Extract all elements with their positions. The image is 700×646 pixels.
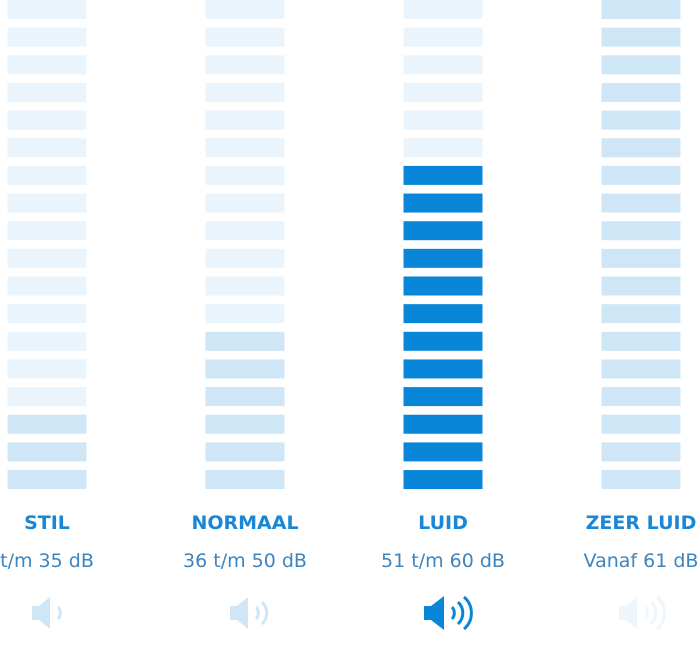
meter-bar — [403, 55, 483, 75]
meter-bar — [205, 331, 285, 351]
meter-bar — [601, 110, 681, 130]
level-range: 36 t/m 50 dB — [183, 550, 307, 572]
meter-bar — [601, 193, 681, 213]
meter-bar — [205, 470, 285, 490]
meter-bar — [205, 55, 285, 75]
meter-bar — [403, 387, 483, 407]
meter-bar — [7, 138, 87, 158]
meter-bar — [7, 82, 87, 102]
meter-bar — [403, 27, 483, 47]
speaker-icon — [424, 595, 473, 631]
meter-bar — [7, 304, 87, 324]
meter-bar — [205, 387, 285, 407]
meter-bar — [7, 221, 87, 241]
meter-bar — [7, 470, 87, 490]
meter-bar — [601, 470, 681, 490]
meter-bar — [403, 470, 483, 490]
meter-bar — [601, 276, 681, 296]
level-range: t/m 35 dB — [0, 550, 94, 572]
meter-bar — [601, 359, 681, 379]
meter-bar — [7, 110, 87, 130]
meter-bar — [205, 359, 285, 379]
meter-bar — [601, 331, 681, 351]
meter-bar — [7, 359, 87, 379]
meter-bar — [7, 0, 87, 19]
meter-bar — [205, 221, 285, 241]
meter-bar — [601, 165, 681, 185]
speaker-icon — [230, 597, 269, 629]
meter-bar — [7, 193, 87, 213]
level-label: LUID — [418, 512, 468, 534]
meter-bar — [7, 248, 87, 268]
meter-bar — [403, 359, 483, 379]
meter-bar — [403, 193, 483, 213]
meter-bar — [601, 82, 681, 102]
meter-bar — [403, 414, 483, 434]
meter-bar — [601, 55, 681, 75]
meter-bar — [205, 110, 285, 130]
level-label: ZEER LUID — [586, 512, 697, 534]
meter-bar — [205, 0, 285, 19]
meter-bar — [7, 165, 87, 185]
meter-bar — [403, 304, 483, 324]
meter-bar — [403, 138, 483, 158]
meter-bar — [403, 331, 483, 351]
meter-bar — [205, 442, 285, 462]
meter-bar — [205, 138, 285, 158]
meter-bar — [403, 165, 483, 185]
meter-bar — [601, 138, 681, 158]
meter-bar — [601, 442, 681, 462]
meter-bar — [601, 387, 681, 407]
meter-bar — [7, 55, 87, 75]
meter-bar — [205, 276, 285, 296]
meter-bar — [601, 0, 681, 19]
meter-bar — [601, 304, 681, 324]
meter-bar — [205, 248, 285, 268]
meter-bar — [205, 193, 285, 213]
meter-bar — [601, 221, 681, 241]
meter-bar — [403, 82, 483, 102]
meter-bar — [403, 442, 483, 462]
meter-bar — [7, 27, 87, 47]
meter-bar — [7, 442, 87, 462]
speaker-icon — [619, 595, 666, 631]
meter-bar — [403, 221, 483, 241]
level-label: STIL — [24, 512, 70, 534]
meter-bar — [403, 248, 483, 268]
meter-bar — [205, 27, 285, 47]
meter-bar — [601, 27, 681, 47]
meter-bar — [601, 414, 681, 434]
meter-bar — [205, 82, 285, 102]
meter-bar — [7, 414, 87, 434]
meter-bar — [7, 331, 87, 351]
meter-bar — [205, 304, 285, 324]
level-range: 51 t/m 60 dB — [381, 550, 505, 572]
meter-bar — [403, 110, 483, 130]
level-range: Vanaf 61 dB — [584, 550, 699, 572]
meter-bar — [7, 387, 87, 407]
meter-bar — [601, 248, 681, 268]
meter-bar — [403, 0, 483, 19]
level-label: NORMAAL — [191, 512, 298, 534]
level-meters — [7, 0, 681, 490]
speaker-icon — [32, 597, 62, 629]
meter-bar — [205, 414, 285, 434]
meter-bar — [403, 276, 483, 296]
meter-bar — [7, 276, 87, 296]
meter-bar — [205, 165, 285, 185]
